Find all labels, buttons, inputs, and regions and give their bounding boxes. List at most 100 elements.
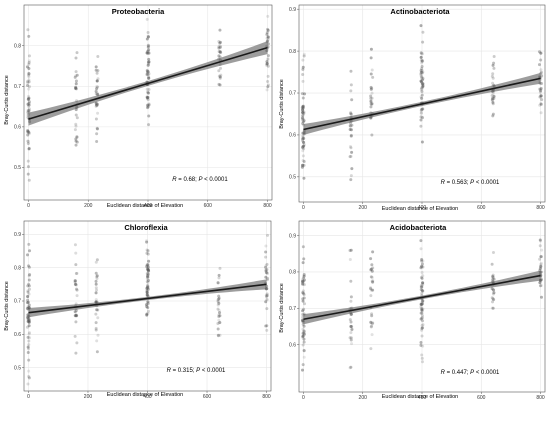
data-point [301, 96, 305, 100]
data-point [145, 290, 149, 294]
data-point [266, 276, 270, 280]
data-point [492, 55, 496, 59]
data-point [264, 271, 268, 275]
data-point [349, 178, 353, 182]
regression-line [303, 77, 541, 131]
data-point [539, 270, 543, 274]
data-point [421, 40, 425, 44]
x-tick-label: 800 [262, 394, 271, 400]
data-point [146, 35, 150, 39]
data-point [301, 141, 305, 145]
data-point [303, 302, 307, 306]
data-point [147, 57, 151, 61]
data-point [421, 302, 425, 306]
data-point [27, 62, 31, 66]
data-point [218, 45, 222, 49]
data-point [419, 285, 423, 289]
data-point [491, 278, 495, 282]
data-point [302, 340, 306, 344]
data-point [301, 110, 305, 114]
data-point [26, 172, 30, 176]
data-point [95, 87, 99, 91]
data-point [75, 106, 79, 110]
data-point [539, 255, 543, 259]
data-point [420, 258, 424, 262]
x-axis-label: Euclidean distance of Elevation [107, 203, 183, 209]
data-point [94, 260, 98, 264]
data-point [146, 301, 150, 305]
y-tick-label: 0.6 [14, 332, 21, 338]
data-point [26, 165, 30, 169]
data-point [420, 299, 424, 303]
data-point [301, 299, 305, 303]
data-point [145, 49, 149, 53]
data-point [301, 245, 305, 249]
data-point [300, 92, 304, 96]
data-point [147, 44, 151, 48]
data-point [145, 287, 149, 291]
data-point [28, 249, 32, 253]
data-point [27, 103, 31, 107]
data-point [96, 333, 100, 337]
data-point [302, 160, 306, 164]
data-point [371, 279, 375, 283]
data-point [302, 348, 306, 352]
y-tick-label: 0.6 [14, 125, 21, 131]
data-point [146, 285, 150, 289]
data-point [95, 79, 99, 83]
data-point [348, 258, 352, 262]
data-point [419, 95, 423, 99]
data-point [265, 284, 269, 288]
data-point [491, 275, 495, 279]
data-point [145, 37, 149, 41]
data-point [538, 244, 542, 248]
data-point [96, 111, 100, 115]
data-point [265, 292, 269, 296]
data-point [349, 279, 353, 283]
data-point [420, 356, 424, 360]
data-point [539, 51, 543, 55]
data-point [95, 79, 99, 83]
data-point [146, 63, 150, 67]
data-point [27, 315, 31, 319]
data-point [27, 303, 31, 307]
data-point [420, 285, 424, 289]
data-point [266, 39, 270, 43]
data-point [369, 287, 373, 291]
data-point [145, 87, 149, 91]
data-point [217, 294, 221, 298]
data-point [266, 27, 270, 31]
data-point [73, 280, 77, 284]
data-point [74, 74, 78, 78]
data-point [421, 78, 425, 82]
data-point [301, 72, 305, 76]
data-point [369, 102, 373, 106]
data-point [491, 292, 495, 296]
data-point [491, 273, 495, 277]
data-point [348, 249, 352, 253]
data-point [146, 98, 150, 102]
data-point [350, 328, 354, 332]
data-point [25, 307, 29, 310]
data-point [301, 368, 304, 372]
data-point [371, 266, 375, 270]
data-point [302, 104, 306, 108]
data-point [490, 89, 494, 93]
data-point [95, 126, 99, 130]
data-point [265, 32, 269, 36]
data-point [94, 326, 98, 330]
data-point [26, 129, 30, 133]
data-point [421, 71, 425, 75]
data-point [266, 57, 270, 61]
data-point [301, 136, 305, 140]
x-tick-label: 200 [359, 395, 368, 401]
data-point [146, 49, 150, 53]
data-point [27, 103, 31, 107]
data-point [27, 265, 31, 269]
data-point [369, 85, 373, 89]
data-point [302, 333, 306, 337]
data-point [301, 65, 305, 69]
data-point [147, 268, 151, 272]
y-tick-label: 0.8 [289, 270, 296, 276]
data-point [26, 289, 30, 293]
